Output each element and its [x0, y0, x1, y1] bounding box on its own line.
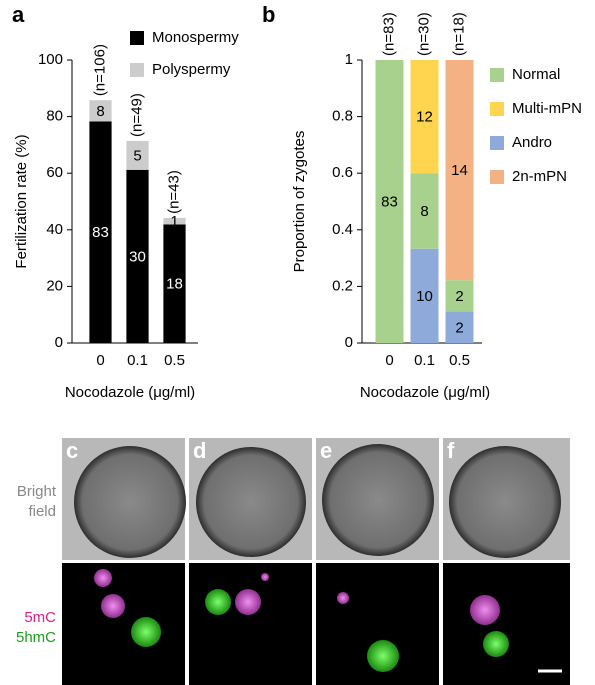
pronucleus	[131, 617, 161, 647]
bar-segment	[445, 60, 474, 281]
y-tick-label: 0	[345, 334, 353, 351]
bar-segment	[163, 224, 186, 343]
x-tick-label: 0	[385, 352, 393, 369]
value-label: 8	[96, 103, 104, 120]
bar-segment	[445, 280, 474, 312]
legend-swatch	[490, 170, 504, 184]
legend-swatch	[130, 31, 144, 45]
cell	[196, 447, 306, 557]
y-axis-label: Fertilization rate (%)	[13, 134, 30, 268]
panel-letter: b	[262, 2, 275, 27]
bar-segment	[163, 217, 186, 225]
x-axis-label: Nocodazole (μg/ml)	[360, 384, 490, 401]
pronucleus	[483, 631, 509, 657]
y-tick-label: 0.4	[332, 221, 353, 238]
legend-swatch	[490, 136, 504, 150]
image-grid	[62, 438, 570, 685]
value-label: 30	[129, 248, 146, 265]
value-label: 12	[416, 109, 433, 126]
value-label: 2	[455, 288, 463, 305]
value-label: 14	[451, 162, 468, 179]
pronucleus	[470, 595, 500, 625]
y-tick-label: 0.8	[332, 108, 353, 125]
cell	[74, 446, 186, 558]
n-label: (n=106)	[91, 44, 108, 96]
value-label: 83	[92, 224, 109, 241]
legend-label: Normal	[512, 66, 560, 83]
pronucleus	[261, 573, 269, 581]
legend-label: Andro	[512, 134, 552, 151]
y-tick-label: 100	[38, 51, 63, 68]
bar-segment	[126, 140, 149, 170]
bar-segment	[375, 60, 404, 343]
bar-segment	[89, 121, 112, 343]
value-label: 8	[420, 203, 428, 220]
panel-letter: a	[12, 2, 25, 27]
bar-segment	[89, 100, 112, 122]
fluorescence-image	[62, 563, 185, 685]
bar-segment	[410, 248, 439, 343]
cell	[449, 446, 561, 558]
legend-swatch	[130, 63, 144, 77]
value-label: 18	[166, 276, 183, 293]
x-tick-label: 0.5	[164, 352, 185, 369]
legend-label: 2n-mPN	[512, 168, 567, 185]
row-label: field	[28, 503, 56, 520]
fluorescence-image	[189, 563, 312, 685]
stain-label: 5mC	[24, 609, 56, 626]
legend-label: Monospermy	[152, 29, 239, 46]
n-label: (n=43)	[165, 170, 182, 214]
y-tick-label: 0.2	[332, 277, 353, 294]
value-label: 83	[381, 193, 398, 210]
pronucleus	[101, 594, 125, 618]
n-label: (n=18)	[450, 12, 467, 56]
bar-segment	[410, 173, 439, 249]
panel-letter: e	[320, 438, 332, 463]
value-label: 5	[133, 147, 141, 164]
value-label: 10	[416, 288, 433, 305]
fluorescence-image	[443, 563, 570, 685]
legend-swatch	[490, 68, 504, 82]
legend-label: Multi-mPN	[512, 100, 582, 117]
y-tick-label: 0	[55, 334, 63, 351]
n-label: (n=30)	[415, 12, 432, 56]
value-label: 2	[455, 319, 463, 336]
bar-segment	[410, 60, 439, 174]
bar-segment	[126, 169, 149, 343]
panel-letter: c	[66, 438, 78, 463]
stain-label: 5hmC	[16, 629, 56, 646]
row-label: Bright	[17, 483, 57, 500]
panel-letter: f	[447, 438, 455, 463]
pronucleus	[367, 640, 399, 672]
y-tick-label: 40	[46, 221, 63, 238]
bar-segment	[445, 311, 474, 343]
x-tick-label: 0.1	[414, 352, 435, 369]
cell	[322, 444, 434, 556]
y-axis-label: Proportion of zygotes	[291, 131, 308, 273]
legend-swatch	[490, 102, 504, 116]
value-label: 1	[170, 213, 178, 230]
x-tick-label: 0	[96, 352, 104, 369]
pronucleus	[94, 569, 112, 587]
pronucleus	[235, 589, 261, 615]
y-tick-label: 20	[46, 277, 63, 294]
x-axis-label: Nocodazole (μg/ml)	[65, 384, 195, 401]
y-tick-label: 60	[46, 164, 63, 181]
legend-label: Polyspermy	[152, 61, 231, 78]
x-tick-label: 0.1	[127, 352, 148, 369]
panel-letter: d	[193, 438, 206, 463]
pronucleus	[337, 592, 349, 604]
y-tick-label: 80	[46, 108, 63, 125]
y-tick-label: 0.6	[332, 164, 353, 181]
x-tick-label: 0.5	[449, 352, 470, 369]
n-label: (n=49)	[128, 93, 145, 137]
y-tick-label: 1	[345, 51, 353, 68]
n-label: (n=83)	[380, 12, 397, 56]
pronucleus	[205, 589, 231, 615]
